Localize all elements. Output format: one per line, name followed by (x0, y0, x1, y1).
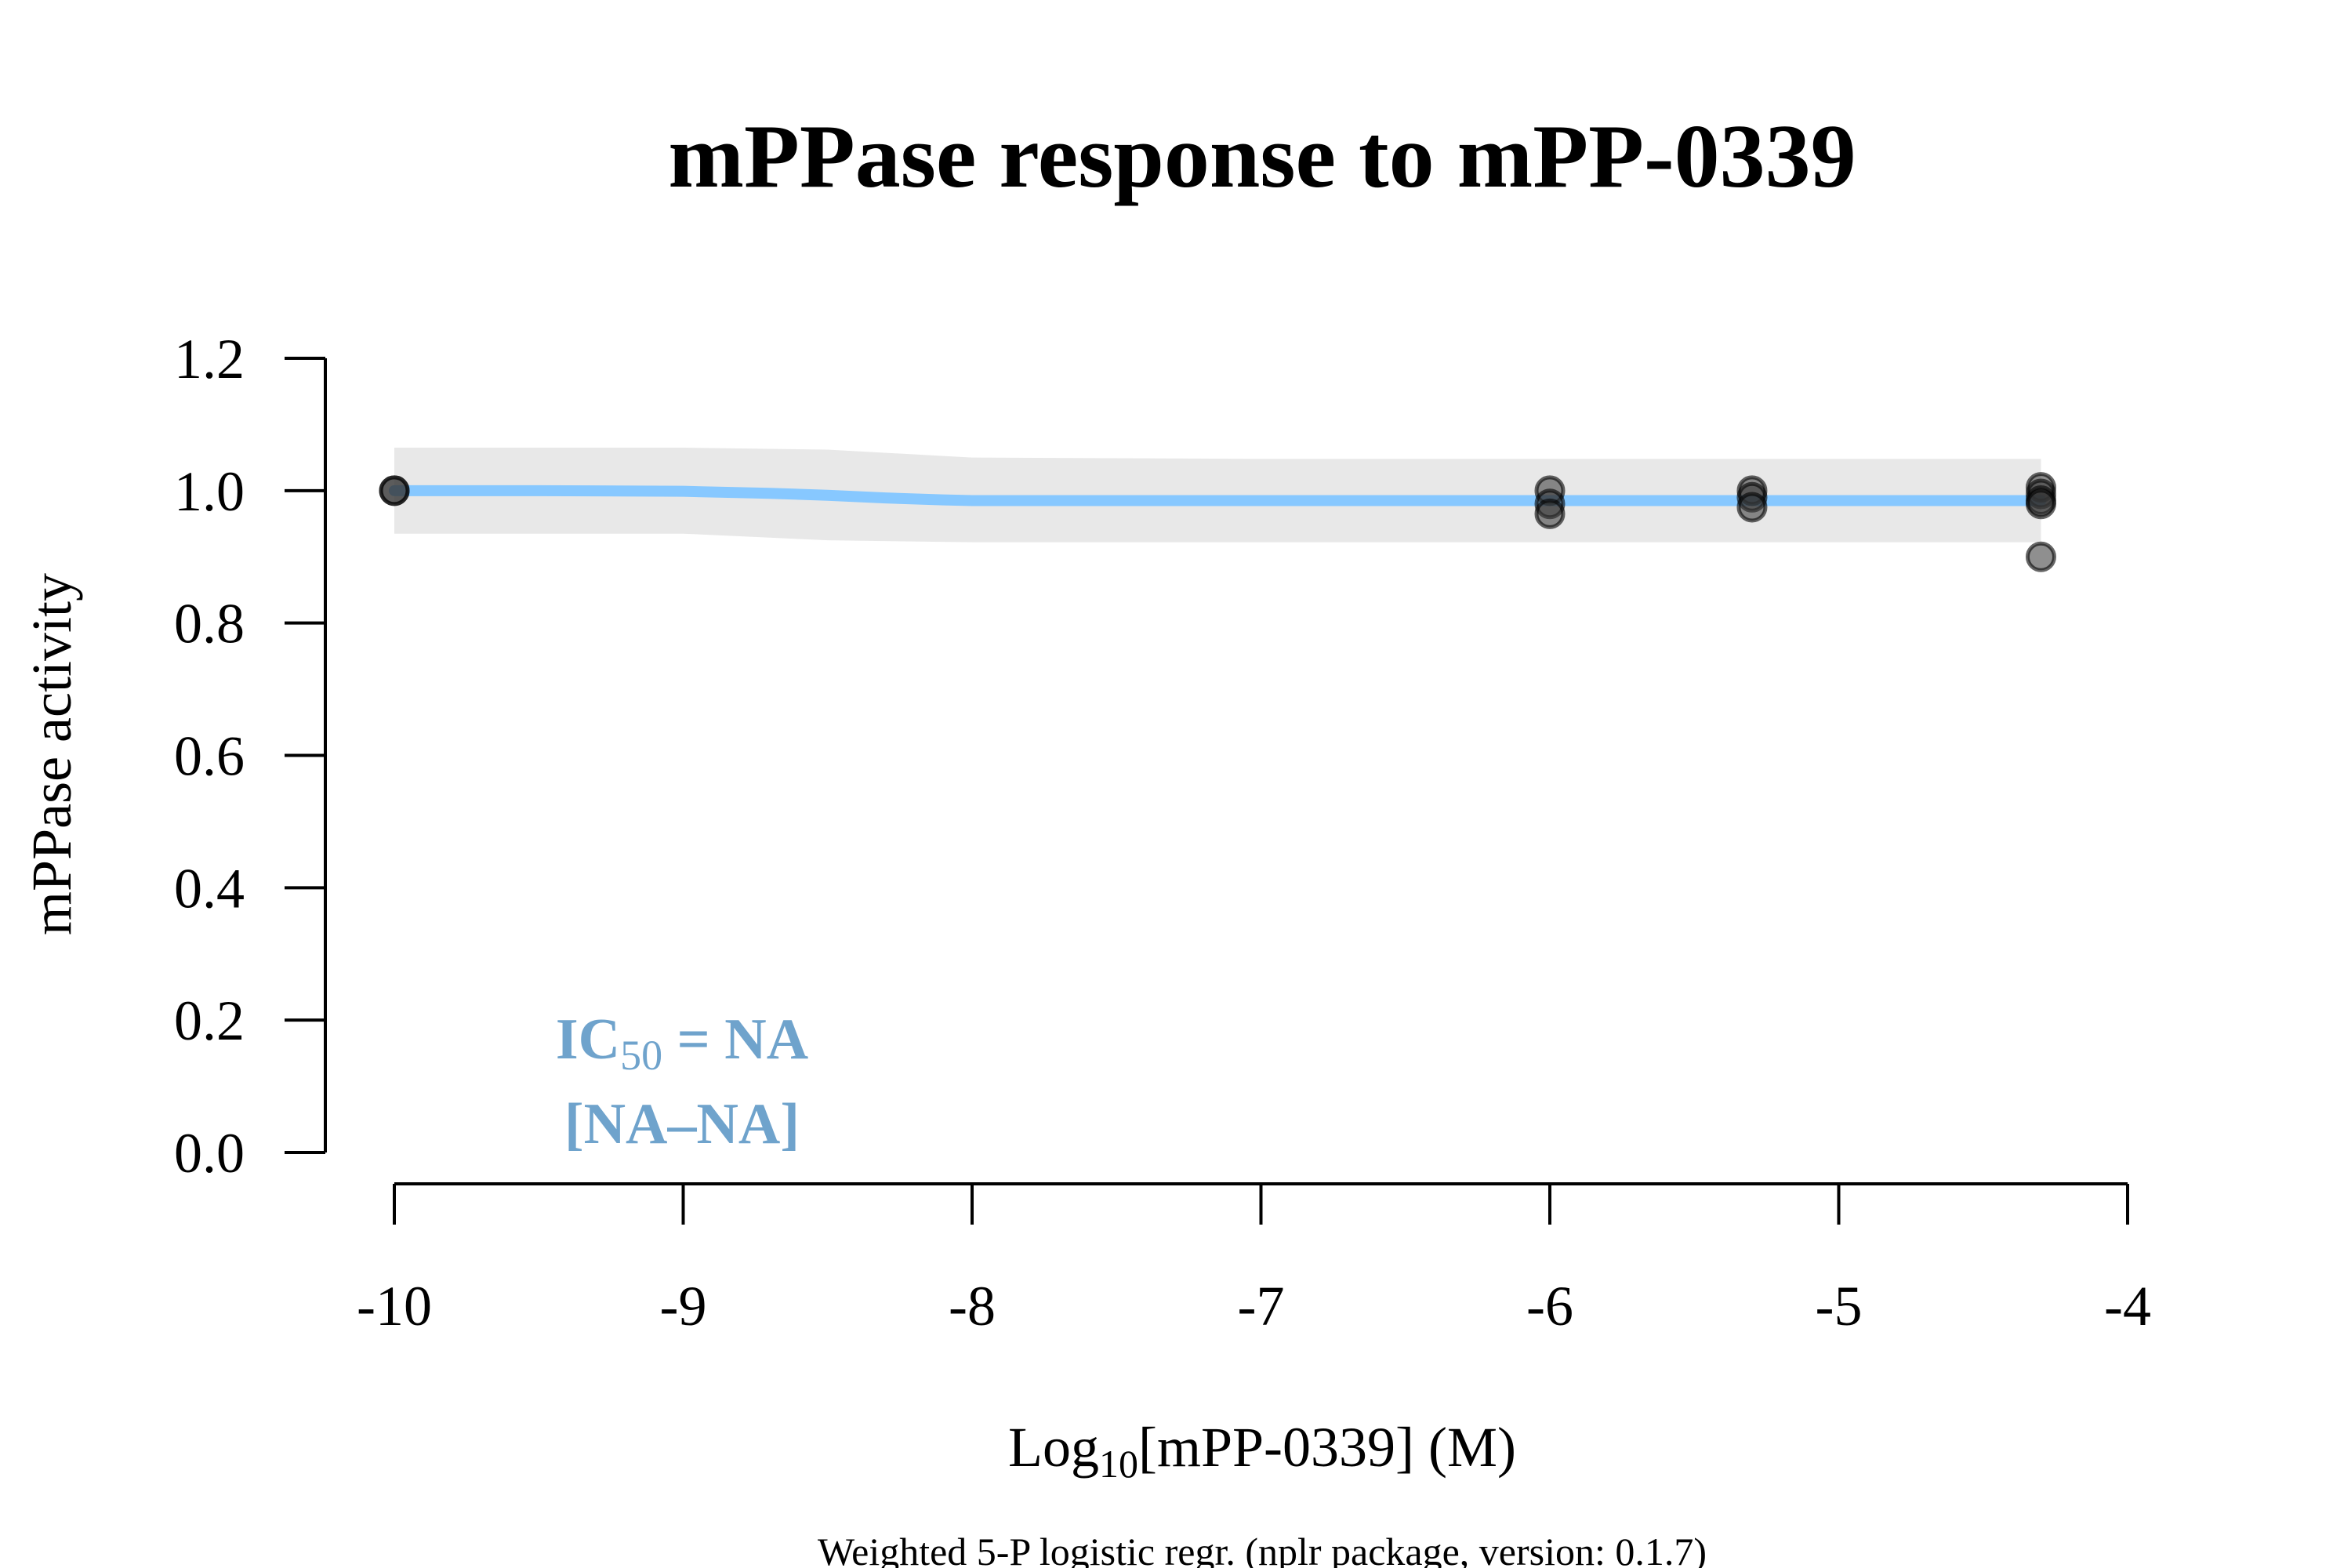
x-tick-label: -6 (1526, 1275, 1573, 1338)
data-point (1736, 492, 1768, 523)
chart-caption: Weighted 5-P logistic regr. (nplr packag… (818, 1530, 1707, 1568)
x-axis-label-subscript: 10 (1099, 1442, 1138, 1486)
ic50-interval-label: [NA–NA] (564, 1092, 800, 1156)
y-tick-label: 0.4 (174, 857, 245, 920)
x-axis-label-suffix: [mPP-0339] (M) (1138, 1416, 1516, 1479)
ic50-subscript: 50 (620, 1032, 662, 1079)
chart-title: mPPase response to mPP-0339 (668, 107, 1856, 207)
ic50-suffix: = NA (662, 1007, 808, 1072)
x-tick-label: -10 (357, 1275, 432, 1338)
ic50-annotation: IC50 = NA [NA–NA] (556, 1007, 808, 1156)
y-tick-label: 0.8 (174, 593, 245, 655)
data-points-layer (379, 472, 2056, 572)
x-tick-label: -9 (660, 1275, 707, 1338)
x-tick-label: -8 (949, 1275, 996, 1338)
x-tick-label: -7 (1238, 1275, 1285, 1338)
y-axis-label: mPPase activity (20, 573, 83, 935)
y-axis-ticks: 0.0 0.2 0.4 0.6 0.8 1.0 1.2 (174, 328, 325, 1185)
y-tick-label: 0.2 (174, 989, 245, 1052)
x-tick-label: -4 (2104, 1275, 2151, 1338)
ic50-prefix: IC (556, 1007, 620, 1072)
y-tick-label: 0.6 (174, 725, 245, 788)
confidence-band (394, 447, 2041, 543)
data-point (1534, 498, 1566, 529)
y-tick-label: 1.0 (174, 460, 245, 523)
x-axis-label: Log10[mPP-0339] (M) (1008, 1416, 1516, 1486)
data-point (379, 475, 410, 506)
x-tick-label: -5 (1816, 1275, 1863, 1338)
y-tick-label: 1.2 (174, 328, 245, 390)
data-point (2025, 488, 2056, 520)
x-axis-label-prefix: Log (1008, 1416, 1099, 1479)
confidence-band-layer (394, 447, 2041, 543)
y-tick-label: 0.0 (174, 1122, 245, 1185)
data-point (2025, 541, 2056, 572)
x-axis-ticks: -10 -9 -8 -7 -6 -5 -4 (357, 1184, 2151, 1338)
ic50-value-label: IC50 = NA (556, 1007, 808, 1079)
